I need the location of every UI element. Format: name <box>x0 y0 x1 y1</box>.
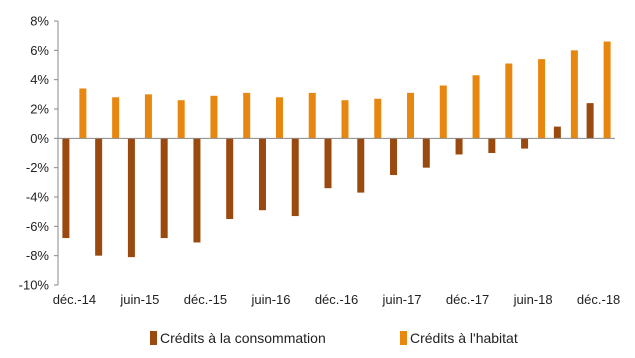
x-tick-label: déc.-18 <box>577 292 620 307</box>
bar-housing-credit <box>243 92 251 139</box>
x-axis: déc.-14 juin-15 déc.-15 juin-16 déc.-16 juin-… <box>53 137 620 307</box>
bar-housing-credit <box>472 75 480 139</box>
bar-housing-credit <box>112 97 120 139</box>
x-tick-label: déc.-15 <box>184 292 227 307</box>
bar-housing-credit <box>374 98 382 139</box>
y-axis: -10% -8% -6% -4% -2% 0% 2% 4% 6% 8% <box>19 14 59 293</box>
y-tick-label: -8% <box>26 248 50 263</box>
x-tick-label: juin-16 <box>250 292 290 307</box>
bar-housing-credit <box>407 92 415 139</box>
y-tick-label: -6% <box>26 219 50 234</box>
bar-consumer-credit <box>422 138 430 168</box>
bar-housing-credit <box>144 94 152 139</box>
bar-consumer-credit <box>95 138 103 256</box>
bar-consumer-credit <box>291 138 299 217</box>
y-tick-label: 4% <box>30 72 49 87</box>
x-tick-label: juin-18 <box>513 292 553 307</box>
y-tick-label: -4% <box>26 190 50 205</box>
legend-item-housing-credit: Crédits à l'habitat <box>400 328 518 348</box>
bar-housing-credit <box>210 95 218 139</box>
bar-consumer-credit <box>127 138 135 258</box>
bar-consumer-credit <box>160 138 168 239</box>
x-tick-label: déc.-17 <box>446 292 489 307</box>
bar-housing-credit <box>538 59 546 139</box>
bar-consumer-credit <box>258 138 266 211</box>
bar-consumer-credit <box>390 138 398 175</box>
bar-consumer-credit <box>488 138 496 153</box>
y-tick-label: 8% <box>30 14 49 29</box>
bar-consumer-credit <box>586 103 594 139</box>
bar-housing-credit <box>570 50 578 139</box>
bar-consumer-credit <box>521 138 529 149</box>
bar-consumer-credit <box>553 126 561 139</box>
y-tick-label: 2% <box>30 102 49 117</box>
legend-swatch-housing-credit <box>400 331 407 345</box>
y-tick-label: 6% <box>30 43 49 58</box>
bar-consumer-credit <box>357 138 365 193</box>
x-tick-label: juin-15 <box>119 292 159 307</box>
bar-housing-credit <box>177 100 185 139</box>
y-tick-label: -10% <box>19 278 50 293</box>
bar-housing-credit <box>79 88 87 139</box>
bar-housing-credit <box>603 41 611 139</box>
bar-housing-credit <box>275 97 283 139</box>
bar-housing-credit <box>439 85 447 139</box>
legend-swatch-consumer-credit <box>150 331 157 345</box>
y-tick-label: -2% <box>26 160 50 175</box>
legend-item-consumer-credit: Crédits à la consommation <box>150 328 326 348</box>
bar-consumer-credit <box>455 138 463 155</box>
legend-label-housing-credit: Crédits à l'habitat <box>410 330 518 346</box>
x-tick-label: déc.-14 <box>53 292 96 307</box>
x-tick-label: juin-17 <box>382 292 422 307</box>
bar-housing-credit <box>341 100 349 139</box>
y-tick-label: 0% <box>30 131 49 146</box>
bar-housing-credit <box>308 92 316 139</box>
bars <box>62 41 611 258</box>
bar-consumer-credit <box>193 138 201 243</box>
bar-consumer-credit <box>62 138 70 239</box>
bar-consumer-credit <box>226 138 234 219</box>
legend-label-consumer-credit: Crédits à la consommation <box>160 330 326 346</box>
x-tick-label: déc.-16 <box>315 292 358 307</box>
bar-consumer-credit <box>324 138 332 189</box>
bar-housing-credit <box>505 63 513 139</box>
